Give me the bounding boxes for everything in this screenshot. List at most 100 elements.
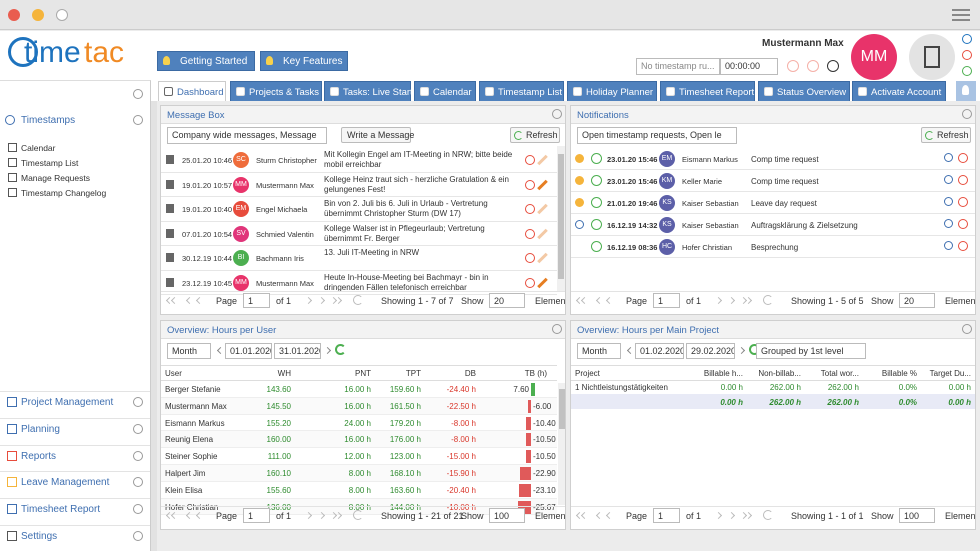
help-icon[interactable] xyxy=(133,451,143,461)
timer-control[interactable] xyxy=(827,60,839,72)
nav-tab[interactable]: Timestamp List xyxy=(479,81,564,101)
delete-icon[interactable] xyxy=(525,155,535,165)
period-select[interactable]: Month xyxy=(167,343,211,359)
arrow-icon[interactable] xyxy=(627,347,634,354)
module-link[interactable]: Project Management xyxy=(21,397,113,408)
search-icon[interactable] xyxy=(944,197,953,206)
pager-per-page[interactable]: 20 xyxy=(489,293,525,308)
nav-tab[interactable]: Calendar xyxy=(414,81,476,101)
column-header[interactable]: Project xyxy=(575,369,600,378)
pager-refresh[interactable] xyxy=(353,510,363,520)
quick-tab[interactable]: Key Features xyxy=(260,51,348,71)
pager-page-input[interactable]: 1 xyxy=(243,293,270,308)
help-icon[interactable] xyxy=(552,109,562,119)
max-dot[interactable] xyxy=(56,9,68,21)
column-header[interactable]: Billable % xyxy=(862,369,917,378)
help-icon[interactable] xyxy=(133,531,143,541)
sidebar-item[interactable]: Calendar xyxy=(21,143,56,153)
module-link[interactable]: Planning xyxy=(21,424,60,435)
nav-tab[interactable]: Status Overview xyxy=(758,81,850,101)
help-icon[interactable] xyxy=(133,115,143,125)
pager-refresh[interactable] xyxy=(763,510,773,520)
approve-icon[interactable] xyxy=(591,153,602,164)
notification-filter[interactable]: Open timestamp requests, Open le xyxy=(577,127,737,144)
pager-page-input[interactable]: 1 xyxy=(653,293,680,308)
pager-page-input[interactable]: 1 xyxy=(243,508,270,523)
sidebar-item[interactable]: Timestamp List xyxy=(21,158,78,168)
column-header[interactable]: TB (h) xyxy=(479,369,547,378)
period-refresh[interactable] xyxy=(335,344,346,355)
column-header[interactable]: User xyxy=(165,369,182,378)
nav-tab[interactable]: Dashboard xyxy=(158,81,226,101)
help-icon[interactable] xyxy=(552,324,562,334)
search-icon[interactable] xyxy=(944,175,953,184)
sidebar-item[interactable]: Timestamp Changelog xyxy=(21,188,106,198)
user-avatar[interactable]: MM xyxy=(851,34,897,80)
message-filter[interactable]: Company wide messages, Message xyxy=(167,127,327,144)
timer-control[interactable] xyxy=(807,60,819,72)
date-to[interactable]: 31.01.2020 xyxy=(274,343,321,359)
pager-refresh[interactable] xyxy=(763,295,773,305)
timer-control[interactable] xyxy=(787,60,799,72)
nav-tab[interactable]: Timesheet Report xyxy=(660,81,755,101)
sidebar-section[interactable]: Timestamps xyxy=(21,115,75,126)
decline-icon[interactable] xyxy=(958,241,968,251)
company-button[interactable] xyxy=(909,34,955,80)
help-icon[interactable] xyxy=(133,424,143,434)
grouping-select[interactable]: Grouped by 1st level xyxy=(756,343,866,359)
arrow-icon[interactable] xyxy=(217,347,224,354)
period-select[interactable]: Month xyxy=(577,343,621,359)
decline-icon[interactable] xyxy=(958,219,968,229)
column-header[interactable]: Target Du... xyxy=(916,369,971,378)
nav-tab[interactable]: Projects & Tasks xyxy=(230,81,322,101)
header-icon[interactable] xyxy=(962,50,972,60)
search-icon[interactable] xyxy=(944,153,953,162)
column-header[interactable]: TPT xyxy=(361,369,421,378)
nav-tab[interactable]: Activate Account xyxy=(852,81,946,101)
pager-per-page[interactable]: 100 xyxy=(489,508,525,523)
pager-refresh[interactable] xyxy=(353,295,363,305)
decline-icon[interactable] xyxy=(958,175,968,185)
delete-icon[interactable] xyxy=(525,278,535,288)
module-link[interactable]: Settings xyxy=(21,531,57,542)
delete-icon[interactable] xyxy=(525,180,535,190)
decline-icon[interactable] xyxy=(958,197,968,207)
pager-per-page[interactable]: 100 xyxy=(899,508,935,523)
date-from[interactable]: 01.01.2020 xyxy=(225,343,272,359)
module-link[interactable]: Reports xyxy=(21,451,56,462)
header-icon[interactable] xyxy=(962,66,972,76)
pager-page-input[interactable]: 1 xyxy=(653,508,680,523)
help-icon[interactable] xyxy=(133,397,143,407)
column-header[interactable]: Non-billab... xyxy=(746,369,801,378)
header-icon[interactable] xyxy=(962,34,972,44)
help-icon[interactable] xyxy=(962,109,972,119)
column-header[interactable]: DB xyxy=(416,369,476,378)
delete-icon[interactable] xyxy=(525,229,535,239)
timestamp-select[interactable]: No timestamp ru... xyxy=(636,58,720,75)
date-from[interactable]: 01.02.2020 xyxy=(635,343,684,359)
sidebar-item[interactable]: Manage Requests xyxy=(21,173,90,183)
delete-icon[interactable] xyxy=(525,204,535,214)
arrow-icon[interactable] xyxy=(738,347,745,354)
tips-tab[interactable] xyxy=(956,81,976,101)
delete-icon[interactable] xyxy=(525,253,535,263)
module-link[interactable]: Leave Management xyxy=(21,477,109,488)
write-message-button[interactable]: Write a Message xyxy=(341,127,411,143)
arrow-icon[interactable] xyxy=(324,347,331,354)
menu-icon[interactable] xyxy=(952,9,970,21)
min-dot[interactable] xyxy=(32,9,44,21)
nav-tab[interactable]: Holiday Planner xyxy=(567,81,657,101)
approve-icon[interactable] xyxy=(591,241,602,252)
refresh-button[interactable]: Refresh xyxy=(510,127,560,143)
date-to[interactable]: 29.02.2020 xyxy=(686,343,735,359)
module-link[interactable]: Timesheet Report xyxy=(21,504,100,515)
decline-icon[interactable] xyxy=(958,153,968,163)
close-dot[interactable] xyxy=(8,9,20,21)
quick-tab[interactable]: Getting Started xyxy=(157,51,255,71)
search-icon[interactable] xyxy=(944,241,953,250)
column-header[interactable]: Total wor... xyxy=(804,369,859,378)
approve-icon[interactable] xyxy=(591,219,602,230)
column-header[interactable]: WH xyxy=(231,369,291,378)
column-header[interactable]: Billable h... xyxy=(688,369,743,378)
search-icon[interactable] xyxy=(944,219,953,228)
